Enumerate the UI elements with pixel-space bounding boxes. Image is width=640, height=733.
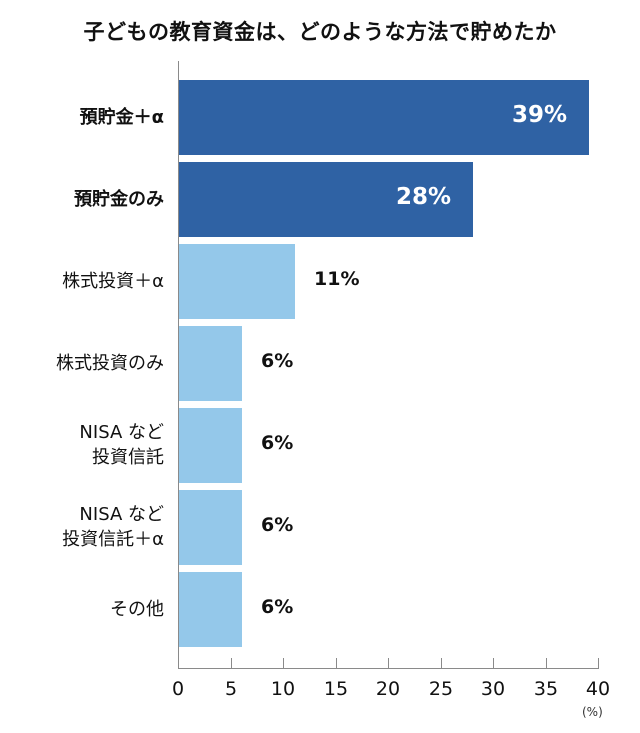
x-axis-line <box>178 668 599 669</box>
x-axis-tick <box>336 658 337 668</box>
x-axis-tick <box>546 658 547 668</box>
category-label: その他 <box>0 597 164 622</box>
value-label: 6% <box>261 514 294 536</box>
category-label: 預貯金＋α <box>0 105 164 130</box>
x-axis-tick-label: 15 <box>323 678 349 700</box>
chart-title: 子どもの教育資金は、どのような方法で貯めたか <box>83 20 557 44</box>
x-axis-tick-label: 10 <box>270 678 296 700</box>
x-axis-tick <box>493 658 494 668</box>
bar <box>179 490 242 565</box>
x-axis-tick-label: 35 <box>533 678 559 700</box>
y-axis-line <box>178 61 179 668</box>
category-label-line: 投資信託＋α <box>62 529 164 550</box>
category-label: 株式投資＋α <box>0 269 164 294</box>
category-label-line: 株式投資のみ <box>56 353 164 374</box>
x-axis-tick <box>598 658 599 668</box>
category-label: 預貯金のみ <box>0 187 164 212</box>
category-label-line: その他 <box>110 599 164 620</box>
x-axis-tick-label: 5 <box>224 678 238 700</box>
category-label-line: 預貯金のみ <box>74 189 164 210</box>
category-label: NISA など投資信託 <box>0 420 164 470</box>
category-label-line: NISA など <box>79 422 164 443</box>
value-label: 6% <box>261 432 294 454</box>
x-axis-tick <box>283 658 284 668</box>
bar <box>179 572 242 647</box>
category-label-line: 株式投資＋α <box>62 271 164 292</box>
category-label-line: NISA など <box>79 504 164 525</box>
value-label: 6% <box>261 350 294 372</box>
x-axis-tick <box>388 658 389 668</box>
value-label: 11% <box>314 268 360 290</box>
category-label-line: 預貯金＋α <box>79 107 164 128</box>
x-axis-tick-label: 40 <box>585 678 611 700</box>
bar <box>179 162 473 237</box>
x-axis-tick-label: 0 <box>171 678 185 700</box>
x-axis-tick-label: 25 <box>428 678 454 700</box>
bar <box>179 80 589 155</box>
x-axis-tick-label: 30 <box>480 678 506 700</box>
x-axis-tick-label: 20 <box>375 678 401 700</box>
value-label: 6% <box>261 596 294 618</box>
value-label: 28% <box>395 184 451 210</box>
x-axis-tick <box>441 658 442 668</box>
value-label: 39% <box>511 102 567 128</box>
bar <box>179 244 295 319</box>
category-label-line: 投資信託 <box>92 447 164 468</box>
category-label: NISA など投資信託＋α <box>0 502 164 552</box>
x-axis-tick <box>231 658 232 668</box>
bar <box>179 326 242 401</box>
bar <box>179 408 242 483</box>
category-label: 株式投資のみ <box>0 351 164 376</box>
x-axis-unit-label: (%) <box>582 705 603 719</box>
